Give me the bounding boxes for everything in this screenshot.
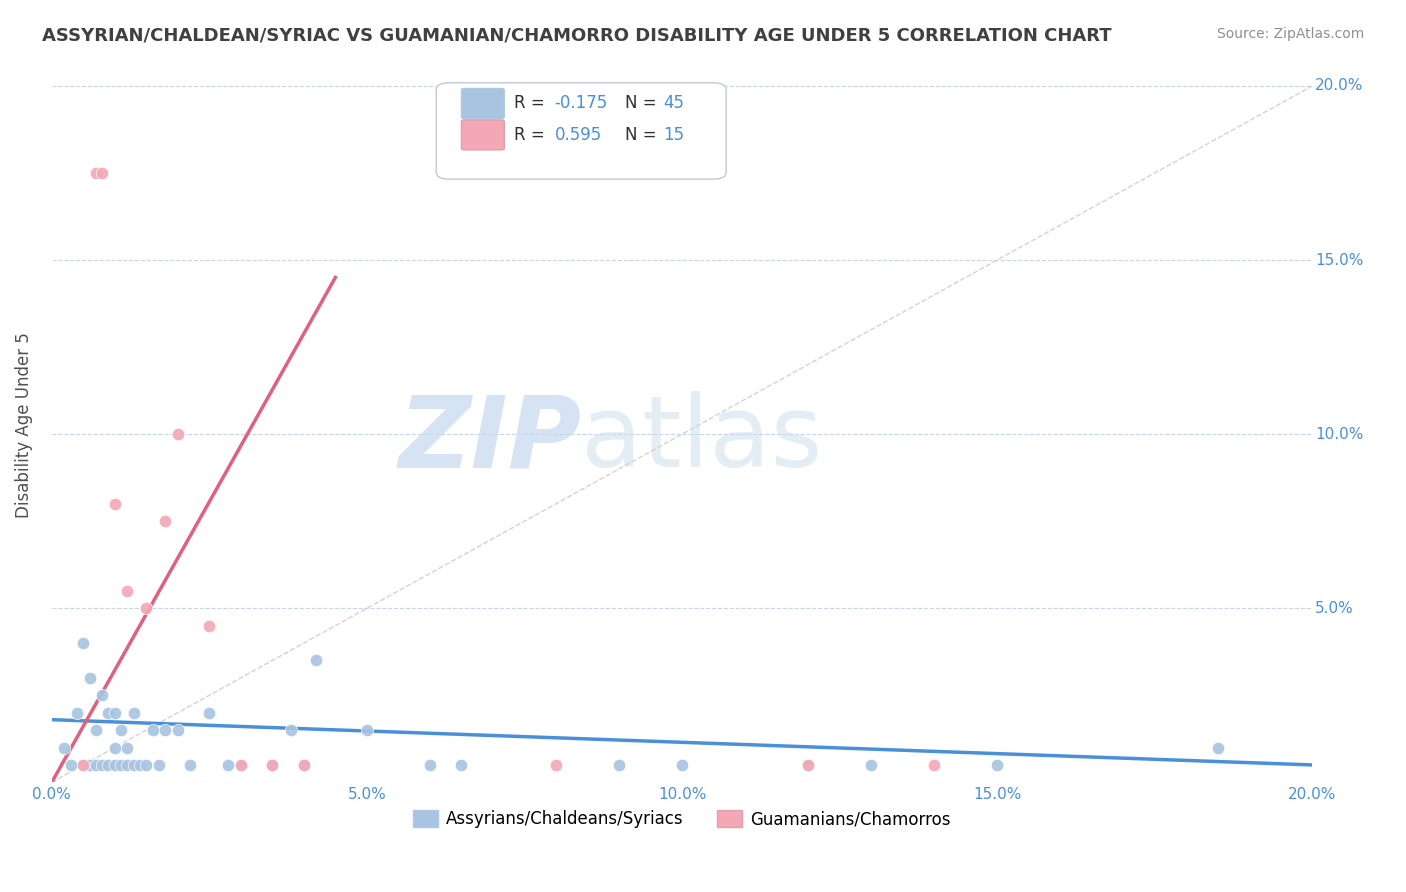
Point	[922, 758, 945, 772]
Point	[104, 758, 127, 772]
Text: 45: 45	[664, 95, 685, 112]
Point	[198, 706, 221, 720]
Point	[986, 758, 1008, 772]
Point	[1206, 740, 1229, 755]
Point	[72, 758, 94, 772]
Point	[84, 166, 107, 180]
Point	[129, 758, 152, 772]
Point	[860, 758, 883, 772]
Text: ASSYRIAN/CHALDEAN/SYRIAC VS GUAMANIAN/CHAMORRO DISABILITY AGE UNDER 5 CORRELATIO: ASSYRIAN/CHALDEAN/SYRIAC VS GUAMANIAN/CH…	[42, 27, 1112, 45]
Text: 15.0%: 15.0%	[1315, 252, 1364, 268]
Text: ZIP: ZIP	[398, 392, 581, 488]
Point	[97, 758, 120, 772]
Point	[305, 653, 328, 667]
Point	[419, 758, 441, 772]
Point	[84, 723, 107, 738]
Point	[262, 758, 284, 772]
Point	[229, 758, 252, 772]
Text: 0.595: 0.595	[555, 126, 602, 144]
Point	[797, 758, 820, 772]
Text: R =: R =	[515, 126, 550, 144]
Point	[104, 497, 127, 511]
Point	[104, 740, 127, 755]
Point	[135, 758, 157, 772]
Point	[153, 723, 176, 738]
Point	[104, 706, 127, 720]
Point	[122, 758, 145, 772]
Text: Source: ZipAtlas.com: Source: ZipAtlas.com	[1216, 27, 1364, 41]
Point	[91, 688, 114, 702]
Point	[142, 723, 165, 738]
Point	[79, 758, 101, 772]
Text: N =: N =	[626, 126, 662, 144]
Text: atlas: atlas	[581, 392, 823, 488]
Point	[117, 758, 139, 772]
Point	[179, 758, 201, 772]
Point	[84, 758, 107, 772]
Point	[110, 758, 132, 772]
Point	[72, 758, 94, 772]
Point	[280, 723, 302, 738]
Point	[262, 758, 284, 772]
Point	[292, 758, 315, 772]
Point	[797, 758, 820, 772]
Point	[166, 427, 188, 442]
Point	[544, 758, 567, 772]
Point	[356, 723, 378, 738]
Point	[198, 618, 221, 632]
Point	[607, 758, 630, 772]
Point	[148, 758, 170, 772]
Text: 5.0%: 5.0%	[1315, 600, 1354, 615]
Point	[153, 514, 176, 528]
Text: 15: 15	[664, 126, 685, 144]
Point	[671, 758, 693, 772]
Point	[117, 740, 139, 755]
Text: -0.175: -0.175	[555, 95, 607, 112]
Text: R =: R =	[515, 95, 550, 112]
Text: 10.0%: 10.0%	[1315, 426, 1364, 442]
Point	[122, 706, 145, 720]
Point	[59, 758, 82, 772]
FancyBboxPatch shape	[436, 83, 725, 179]
Point	[135, 601, 157, 615]
Point	[53, 740, 76, 755]
Text: 20.0%: 20.0%	[1315, 78, 1364, 94]
Text: N =: N =	[626, 95, 662, 112]
Point	[166, 723, 188, 738]
Y-axis label: Disability Age Under 5: Disability Age Under 5	[15, 333, 32, 518]
Point	[79, 671, 101, 685]
Point	[117, 583, 139, 598]
Point	[91, 166, 114, 180]
Point	[229, 758, 252, 772]
Point	[91, 758, 114, 772]
FancyBboxPatch shape	[461, 88, 505, 119]
Point	[292, 758, 315, 772]
Point	[66, 706, 89, 720]
Legend: Assyrians/Chaldeans/Syriacs, Guamanians/Chamorros: Assyrians/Chaldeans/Syriacs, Guamanians/…	[406, 803, 957, 835]
Point	[217, 758, 239, 772]
FancyBboxPatch shape	[461, 120, 505, 150]
Point	[72, 636, 94, 650]
Point	[110, 723, 132, 738]
Point	[97, 706, 120, 720]
Point	[450, 758, 472, 772]
